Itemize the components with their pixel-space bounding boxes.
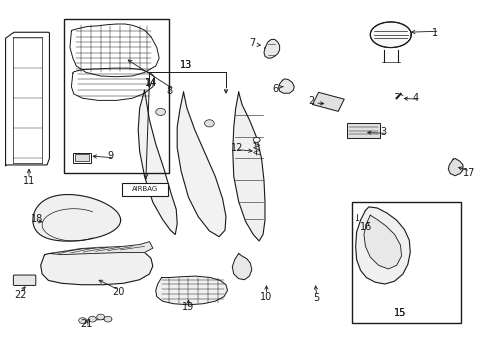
Text: 12: 12 [230, 143, 243, 153]
Text: 18: 18 [31, 215, 43, 224]
Polygon shape [41, 247, 153, 285]
Polygon shape [49, 242, 153, 255]
Polygon shape [312, 92, 344, 111]
Bar [64, 19, 168, 173]
Bar [122, 183, 167, 196]
Text: 5: 5 [313, 293, 319, 303]
Bar [73, 153, 91, 163]
Text: 11: 11 [23, 176, 35, 186]
Text: 10: 10 [260, 292, 272, 302]
Circle shape [253, 137, 260, 142]
Bar [75, 154, 89, 161]
Bar [346, 123, 379, 138]
Text: 13: 13 [180, 60, 192, 70]
Text: 7: 7 [249, 38, 255, 48]
Bar [351, 202, 461, 323]
Text: 19: 19 [182, 302, 194, 312]
Text: 1: 1 [431, 28, 437, 38]
Text: 16: 16 [359, 222, 371, 231]
Text: 15: 15 [393, 309, 406, 318]
Polygon shape [232, 253, 251, 280]
Text: 17: 17 [462, 168, 474, 178]
Polygon shape [177, 92, 225, 237]
Circle shape [97, 314, 104, 320]
Polygon shape [156, 276, 227, 305]
Text: AIRBAG: AIRBAG [131, 186, 158, 192]
Circle shape [156, 108, 165, 116]
Text: 2: 2 [307, 96, 313, 106]
Circle shape [204, 120, 214, 127]
Polygon shape [278, 79, 294, 93]
Text: 14: 14 [144, 78, 157, 88]
Circle shape [79, 318, 86, 323]
Polygon shape [447, 158, 462, 176]
Polygon shape [232, 92, 264, 241]
Text: 15: 15 [393, 309, 406, 318]
Text: 22: 22 [14, 290, 26, 300]
Text: 13: 13 [180, 60, 192, 70]
Polygon shape [355, 207, 409, 284]
Circle shape [88, 316, 96, 322]
Text: 8: 8 [166, 86, 172, 96]
Polygon shape [33, 194, 121, 241]
Text: 3: 3 [379, 127, 386, 136]
FancyBboxPatch shape [13, 275, 36, 285]
Polygon shape [363, 215, 401, 269]
Polygon shape [369, 22, 410, 48]
Text: 21: 21 [80, 319, 92, 329]
Text: 6: 6 [272, 84, 278, 94]
Text: 9: 9 [107, 151, 113, 161]
Polygon shape [264, 40, 279, 58]
Text: 4: 4 [412, 93, 418, 103]
Text: 20: 20 [112, 287, 124, 297]
Polygon shape [138, 90, 177, 234]
Circle shape [104, 316, 112, 322]
Text: 14: 14 [144, 78, 157, 88]
